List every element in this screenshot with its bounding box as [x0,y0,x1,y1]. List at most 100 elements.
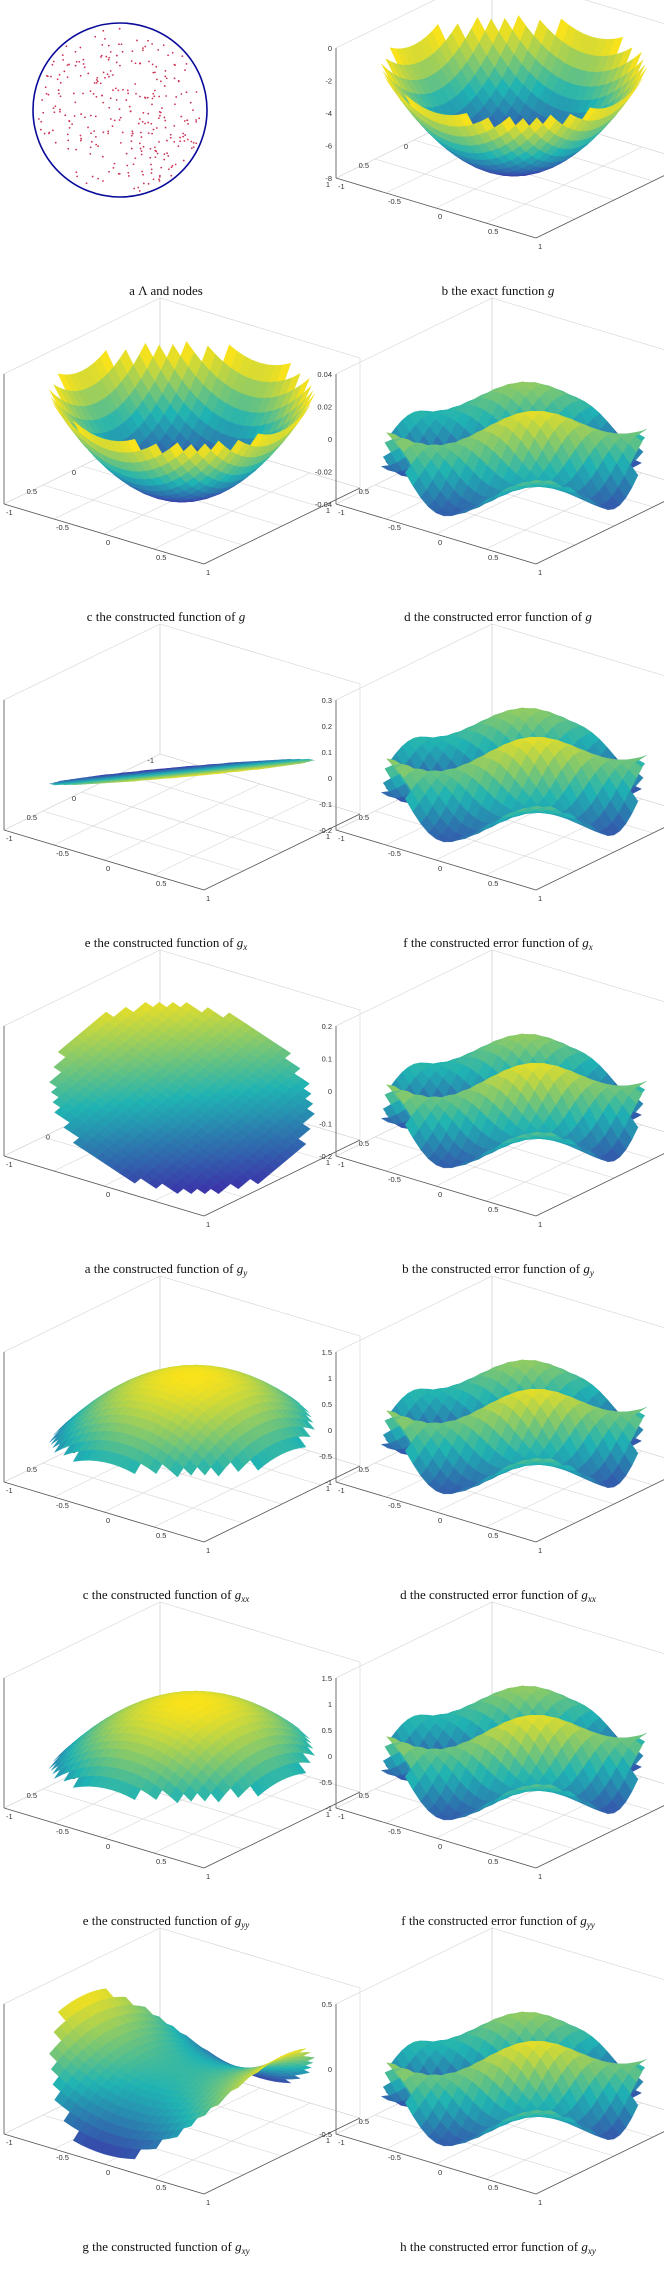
node-point [144,122,146,125]
x-tick-label: 1 [206,2198,210,2207]
y-tick-label: 0.5 [27,487,37,496]
x-tick-label: 0.5 [488,1857,498,1866]
node-point [140,136,143,138]
node-point [138,142,141,145]
node-point [198,117,201,120]
x-tick-label: 1 [206,894,210,903]
y-tick-label: 1 [326,1810,330,1819]
node-point [139,147,142,150]
node-point [165,77,168,80]
node-point [152,178,155,181]
node-point [112,166,115,169]
plot-d2: 1.510.50-0.5-110.50-0.5-1-1-0.500.51 [319,1275,664,1555]
node-point [182,159,185,162]
node-point [51,63,54,66]
y-tick-label: 0.5 [359,1139,369,1148]
caption-letter: h [400,2239,407,2254]
node-point [93,82,96,84]
node-point [130,60,133,62]
node-point [173,140,176,143]
x-tick-label: 0.5 [488,1531,498,1540]
node-point [165,95,167,97]
caption-text: the constructed function of [90,935,237,950]
node-point [166,139,168,142]
axes-box: 1050-5-1010.50-0.5-1-1-0.500.51 [3,623,361,903]
node-point [117,172,120,175]
node-point [95,143,98,146]
caption-symbol: g [585,609,592,624]
caption-letter: a [84,1261,91,1276]
node-point [154,71,156,74]
caption-symbol: g [581,2239,588,2254]
node-point [151,43,153,45]
node-point [92,92,95,95]
node-point [182,132,185,135]
node-point [154,146,156,149]
x-tick-label: -1 [338,1160,345,1169]
surface [49,758,315,786]
node-point [141,49,144,52]
caption-letter: g [82,2239,89,2254]
node-point [170,166,173,169]
node-point [180,93,183,95]
y-tick-label: 0 [404,142,408,151]
node-point [155,127,158,129]
node-point [127,92,130,95]
caption-subscript: xx [587,1594,596,1604]
x-tick-label: -1 [6,1812,13,1821]
x-tick-label: 0.5 [156,1531,166,1540]
caption-subscript: x [243,942,248,952]
caption-letter: d [404,609,411,624]
node-point [108,170,110,173]
node-point [75,60,78,63]
node-point [183,120,186,122]
z-tick-label: 0 [328,1752,332,1761]
node-point [151,97,154,100]
x-tick-label: -1 [338,1486,345,1495]
node-point [163,153,166,156]
node-point [66,133,69,136]
node-point [58,110,61,113]
node-point [185,91,188,94]
x-tick-label: 1 [538,242,542,251]
x-tick-label: -0.5 [388,849,401,858]
caption-subscript: x [588,942,593,952]
node-point [140,150,143,153]
z-tick-label: -6 [325,142,332,151]
node-point [117,89,120,92]
y-tick-label: 0.5 [359,2117,369,2126]
node-point [52,60,55,63]
x-tick-label: -1 [338,508,345,517]
caption-letter: f [403,935,408,950]
subfigure-caption: d the constructed error function of gxx [332,1587,664,1604]
z-tick-label: -0.1 [319,800,332,809]
node-point [112,74,114,76]
caption-subscript: xy [241,2246,250,2256]
node-point [72,92,75,95]
node-point [121,131,124,134]
node-point [45,92,48,95]
node-point [54,105,57,108]
node-point [158,95,161,98]
node-point [154,149,157,152]
node-point [113,119,116,122]
subfigure-caption: g the constructed function of gxy [0,2239,332,2256]
x-tick-label: 1 [538,894,542,903]
caption-text: Λ and nodes [134,283,203,298]
x-tick-label: 0 [106,538,110,547]
caption-letter: a [129,283,135,298]
z-tick-label: 1 [328,1374,332,1383]
node-point [180,115,183,118]
plot-e2: 20100-10-2010.50-0.5-1-1-0.500.51 [3,1601,361,1881]
caption-letter: e [82,1913,89,1928]
node-point [130,147,133,150]
node-point [179,140,182,143]
y-tick-label: 0.5 [359,1465,369,1474]
node-point [152,128,155,131]
x-tick-label: 0.5 [156,1857,166,1866]
surface [381,14,647,177]
node-point [171,164,174,167]
boundary-circle [32,22,208,198]
subfigure-caption: b the exact function g [332,283,664,299]
node-point [45,74,48,77]
